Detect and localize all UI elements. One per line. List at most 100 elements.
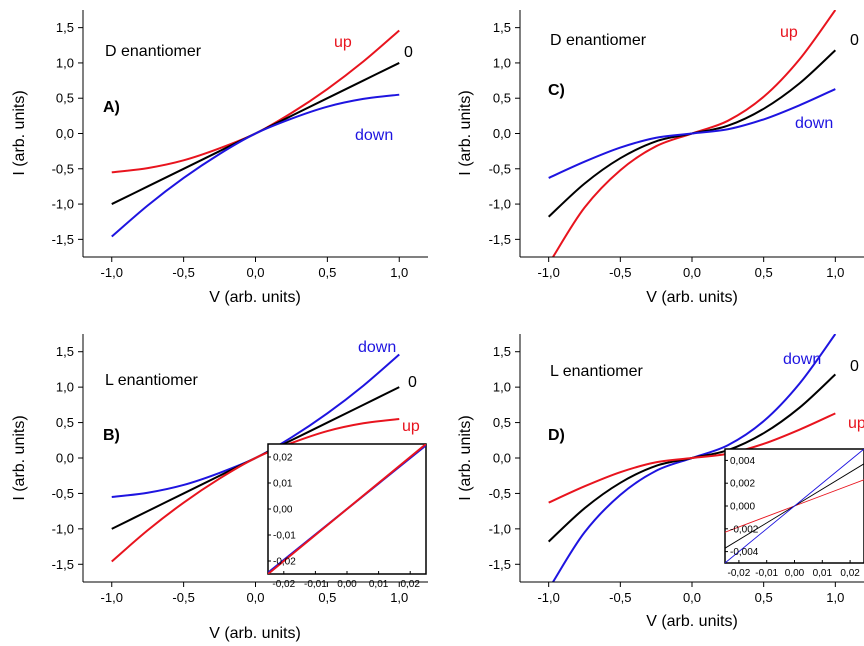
enantiomer-label: L enantiomer: [550, 363, 643, 380]
x-tick-label: 0,0: [683, 265, 701, 280]
panel-b: -1,0 -0,5 0,0 0,5 1,0 -1,5 -1,0 -0,5 0,0 0,5 1,0 1,…: [11, 334, 428, 642]
series-group: [547, 10, 837, 257]
curve-label-down: down: [355, 127, 393, 144]
inset-y-tick-label: 0,02: [273, 453, 293, 464]
y-axis-label: I (arb. units): [457, 90, 474, 175]
y-tick-label: -1,5: [489, 232, 511, 247]
y-tick-label: 1,0: [493, 380, 511, 395]
y-axis-label: I (arb. units): [11, 415, 28, 500]
y-tick-label: -0,5: [52, 161, 74, 176]
x-tick-label: 0,5: [318, 590, 336, 605]
inset-series-line: [268, 444, 426, 574]
curve-label-down: down: [783, 351, 821, 368]
inset-y-tick-label: -0,002: [730, 524, 759, 535]
inset-series-line: [725, 449, 864, 563]
inset-y-tick-label: -0,004: [730, 547, 759, 558]
y-tick-label: 1,5: [493, 20, 511, 35]
series-group: [111, 29, 400, 238]
y-tick-label: 1,0: [493, 55, 511, 70]
panel-letter: C): [548, 82, 565, 99]
y-tick-label: -0,5: [52, 486, 74, 501]
series-line-up: [111, 418, 400, 563]
inset-y-tick-label: 0,00: [273, 505, 293, 516]
enantiomer-label: D enantiomer: [550, 32, 647, 49]
y-tick-label: 1,0: [56, 55, 74, 70]
series-group: [111, 353, 400, 563]
inset-x-tick-label: 0,02: [400, 579, 420, 590]
y-tick-label: 1,5: [56, 20, 74, 35]
x-axis-label: V (arb. units): [209, 625, 301, 642]
curve-label-down: down: [358, 339, 396, 356]
inset-y-tick-label: 0,01: [273, 479, 293, 490]
x-tick-label: -0,5: [172, 265, 194, 280]
curve-label-up: up: [848, 415, 864, 432]
y-tick-label: 0,5: [493, 415, 511, 430]
panel-a: -1,0 -0,5 0,0 0,5 1,0 -1,5 -1,0 -0,5 0,0 0,5 1,0 1,…: [11, 10, 428, 306]
y-tick-label: 0,0: [56, 451, 74, 466]
y-tick-label: 1,5: [493, 344, 511, 359]
inset-x-tick-label: 0,00: [337, 579, 357, 590]
panel-letter: A): [103, 99, 120, 116]
y-tick-label: 0,5: [56, 91, 74, 106]
x-tick-label: 0,0: [246, 265, 264, 280]
x-axis-label: V (arb. units): [646, 613, 738, 630]
curve-label-0: 0: [404, 44, 413, 61]
x-tick-label: -0,5: [609, 590, 631, 605]
inset-y-tick-label: 0,002: [730, 479, 755, 490]
inset-x-tick-label: 0,01: [369, 579, 389, 590]
inset-y-tick-label: -0,02: [273, 557, 296, 568]
x-tick-label: -1,0: [537, 265, 559, 280]
x-tick-label: -1,0: [101, 590, 123, 605]
x-tick-label: 0,5: [755, 265, 773, 280]
y-tick-label: 0,0: [493, 451, 511, 466]
y-axis-label: I (arb. units): [11, 90, 28, 175]
inset-y-tick-label: 0,004: [730, 456, 755, 467]
x-tick-label: -1,0: [101, 265, 123, 280]
y-tick-label: 0,5: [493, 91, 511, 106]
inset-y-tick-label: -0,01: [273, 531, 296, 542]
inset-x-tick-label: 0,02: [840, 568, 860, 579]
y-tick-label: 1,0: [56, 380, 74, 395]
series-group: [547, 334, 837, 582]
inset-y-tick-label: 0,000: [730, 502, 755, 513]
curve-label-0: 0: [850, 32, 859, 49]
x-tick-label: -1,0: [537, 590, 559, 605]
x-tick-label: -0,5: [172, 590, 194, 605]
y-tick-label: -1,5: [489, 557, 511, 572]
x-axis-label: V (arb. units): [646, 289, 738, 306]
x-tick-label: 1,0: [390, 590, 408, 605]
curve-label-down: down: [795, 115, 833, 132]
y-axis-label: I (arb. units): [457, 415, 474, 500]
panel-d: -1,0 -0,5 0,0 0,5 1,0 -1,5 -1,0 -0,5 0,0 0,5 1,0 1,…: [457, 334, 864, 630]
inset-x-tick-label: -0,01: [755, 568, 778, 579]
curve-label-0: 0: [408, 374, 417, 391]
x-tick-label: 1,0: [826, 265, 844, 280]
inset-x-tick-label: -0,02: [728, 568, 751, 579]
inset-x-tick-label: 0,01: [813, 568, 833, 579]
enantiomer-label: L enantiomer: [105, 372, 198, 389]
series-line-down: [548, 88, 836, 179]
inset: -0,02 -0,01 0,00 0,01 0,02 -0,004 -0,002 0,000 0…: [724, 448, 864, 579]
x-tick-label: 0,5: [755, 590, 773, 605]
y-tick-label: 1,5: [56, 344, 74, 359]
series-line-down: [111, 93, 400, 238]
y-tick-label: -1,5: [52, 557, 74, 572]
enantiomer-label: D enantiomer: [105, 43, 202, 60]
x-tick-label: 0,5: [318, 265, 336, 280]
series-line-up: [548, 412, 836, 504]
y-tick-label: -1,0: [52, 197, 74, 212]
inset-series-group: [268, 444, 426, 574]
curve-label-up: up: [780, 24, 798, 41]
inset-series-group: [725, 449, 864, 563]
x-axis-label: V (arb. units): [209, 289, 301, 306]
curve-label-up: up: [334, 34, 352, 51]
y-tick-label: -0,5: [489, 486, 511, 501]
inset: -0,02 -0,01 0,00 0,01 0,02 -0,02 -0,01 0,00 0,01…: [267, 443, 427, 590]
panel-c: -1,0 -0,5 0,0 0,5 1,0 -1,5 -1,0 -0,5 0,0 0,5 1,0 1,…: [457, 10, 864, 306]
inset-x-tick-label: -0,01: [304, 579, 327, 590]
panel-letter: D): [548, 427, 565, 444]
x-tick-label: 1,0: [390, 265, 408, 280]
curve-label-0: 0: [850, 358, 859, 375]
x-tick-label: 0,0: [246, 590, 264, 605]
